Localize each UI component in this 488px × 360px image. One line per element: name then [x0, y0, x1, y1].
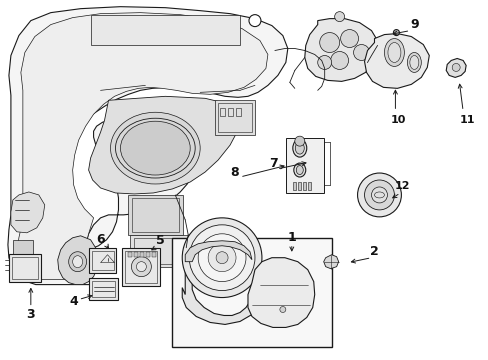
- Circle shape: [248, 15, 261, 27]
- Text: 9: 9: [409, 18, 418, 31]
- Bar: [297, 182, 300, 190]
- Text: 10: 10: [390, 115, 405, 125]
- Circle shape: [393, 30, 399, 36]
- Bar: [128, 195, 183, 235]
- Circle shape: [208, 244, 236, 272]
- Text: 3: 3: [26, 308, 35, 321]
- Text: 4: 4: [69, 295, 78, 308]
- Ellipse shape: [292, 139, 306, 157]
- Text: 6: 6: [96, 233, 104, 246]
- Circle shape: [198, 234, 245, 282]
- Bar: [227, 108, 233, 116]
- Polygon shape: [88, 96, 240, 194]
- Circle shape: [340, 30, 358, 48]
- Circle shape: [371, 187, 386, 203]
- Bar: [134, 238, 186, 264]
- Ellipse shape: [295, 142, 304, 154]
- Ellipse shape: [387, 42, 400, 62]
- Bar: [9, 254, 41, 282]
- Ellipse shape: [120, 121, 190, 175]
- Ellipse shape: [384, 39, 404, 67]
- Bar: [152, 252, 156, 257]
- Bar: [220, 108, 224, 116]
- Polygon shape: [58, 236, 99, 285]
- Circle shape: [334, 12, 344, 22]
- Bar: [307, 182, 310, 190]
- Bar: [130, 235, 190, 267]
- Text: 1: 1: [287, 231, 296, 244]
- Bar: [91, 251, 113, 270]
- Ellipse shape: [409, 55, 418, 69]
- Bar: [122, 248, 160, 285]
- Bar: [13, 240, 33, 258]
- Text: 11: 11: [458, 115, 474, 125]
- Circle shape: [353, 45, 369, 60]
- Ellipse shape: [110, 112, 200, 184]
- Bar: [12, 257, 38, 279]
- Polygon shape: [8, 7, 287, 285]
- Text: 8: 8: [230, 166, 239, 179]
- Ellipse shape: [73, 256, 82, 268]
- Bar: [140, 252, 144, 257]
- Bar: [292, 182, 295, 190]
- Circle shape: [357, 173, 401, 217]
- Circle shape: [330, 51, 348, 69]
- Circle shape: [294, 136, 304, 146]
- Circle shape: [279, 306, 285, 312]
- Bar: [134, 252, 138, 257]
- Circle shape: [364, 180, 394, 210]
- Bar: [236, 108, 241, 116]
- Text: 2: 2: [369, 245, 378, 258]
- Polygon shape: [247, 258, 314, 328]
- Polygon shape: [17, 13, 267, 280]
- Bar: [90, 15, 240, 45]
- Polygon shape: [364, 33, 428, 88]
- Bar: [172, 238, 331, 347]
- Bar: [218, 103, 251, 132]
- Ellipse shape: [68, 252, 86, 272]
- Ellipse shape: [296, 166, 303, 175]
- Polygon shape: [182, 232, 256, 324]
- Circle shape: [451, 63, 459, 71]
- Polygon shape: [11, 192, 45, 233]
- Bar: [285, 138, 323, 193]
- Bar: [91, 280, 115, 297]
- Polygon shape: [446, 58, 465, 77]
- Circle shape: [189, 225, 254, 291]
- Bar: [128, 252, 132, 257]
- Circle shape: [182, 218, 262, 298]
- Ellipse shape: [407, 53, 421, 72]
- Ellipse shape: [293, 163, 305, 177]
- Bar: [125, 251, 157, 283]
- Text: 5: 5: [156, 234, 164, 247]
- Bar: [302, 182, 305, 190]
- Text: 7: 7: [269, 157, 278, 170]
- Circle shape: [216, 252, 227, 264]
- Circle shape: [319, 32, 339, 53]
- Circle shape: [317, 55, 331, 69]
- Polygon shape: [323, 255, 338, 269]
- Bar: [146, 252, 150, 257]
- Bar: [88, 278, 118, 300]
- Bar: [88, 248, 116, 273]
- Bar: [215, 100, 254, 135]
- Text: 12: 12: [394, 181, 409, 191]
- Bar: [132, 198, 179, 232]
- Circle shape: [136, 262, 146, 272]
- Circle shape: [131, 257, 151, 276]
- Polygon shape: [304, 19, 377, 81]
- Polygon shape: [185, 241, 251, 262]
